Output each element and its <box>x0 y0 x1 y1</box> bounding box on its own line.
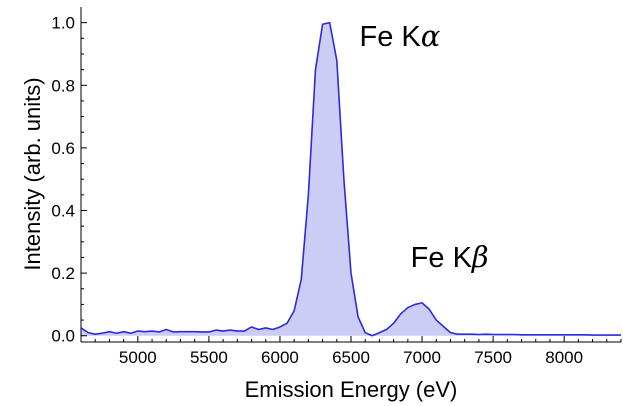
x-tick-label: 7000 <box>403 348 441 367</box>
y-tick-label: 0.8 <box>51 76 75 95</box>
spectrum-area <box>81 22 621 336</box>
y-tick-label: 1.0 <box>51 14 75 33</box>
y-tick-label: 0.2 <box>51 264 75 283</box>
plot-area <box>80 7 621 343</box>
y-tick-label: 0.4 <box>51 202 75 221</box>
x-tick-label: 8000 <box>545 348 583 367</box>
x-tick-label: 7500 <box>474 348 512 367</box>
annotation-greek-symbol: β <box>471 240 489 274</box>
x-tick-label: 6000 <box>261 348 299 367</box>
annotation-text: Fe K <box>360 21 422 53</box>
spectrum-line <box>80 21 621 337</box>
annotation-text: Fe K <box>411 242 473 274</box>
x-tick-label: 6500 <box>332 348 370 367</box>
x-tick-label: 5500 <box>190 348 228 367</box>
y-tick-label: 0.0 <box>51 327 75 346</box>
x-axis-label: Emission Energy (eV) <box>245 377 458 402</box>
x-axis-ticks: 5000 5500 6000 6500 7000 7500 8000 <box>80 336 622 367</box>
y-tick-label: 0.6 <box>51 139 75 158</box>
annotation-greek-symbol: α <box>421 19 441 53</box>
y-axis-label: Intensity (arb. units) <box>20 77 45 270</box>
fe-k-beta-label: Fe Kβ <box>411 240 489 274</box>
y-axis-ticks: 0.0 0.2 0.4 0.6 0.8 1.0 <box>51 14 87 346</box>
fe-k-alpha-label: Fe Kα <box>360 19 441 53</box>
x-tick-label: 5000 <box>119 348 157 367</box>
